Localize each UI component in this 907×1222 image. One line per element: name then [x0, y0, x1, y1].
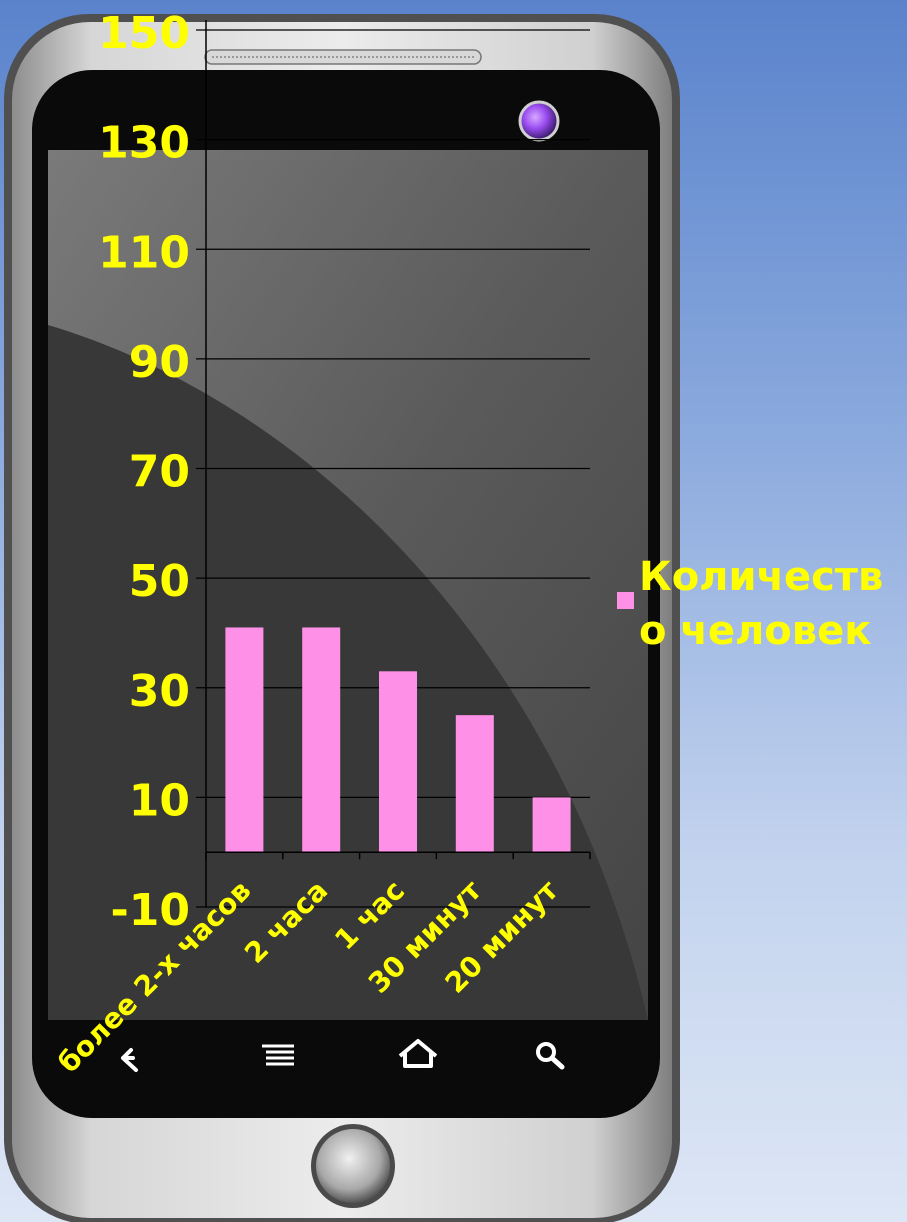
bar: [379, 671, 417, 853]
home-button-face: [316, 1129, 390, 1203]
y-tick-label: 30: [129, 666, 190, 717]
y-tick-label: 90: [129, 337, 190, 388]
bar: [532, 797, 571, 853]
y-tick-label: 150: [98, 8, 190, 59]
phone-frame: [4, 14, 680, 1222]
y-tick-label: 10: [129, 775, 190, 826]
legend-swatch: [617, 592, 634, 609]
back-arrow-icon[interactable]: [121, 1048, 138, 1072]
chart-axes: [205, 20, 591, 907]
y-tick-label: 70: [129, 447, 190, 498]
bar: [302, 627, 341, 853]
y-tick-label: 110: [98, 227, 190, 278]
legend-label: Количество человек: [639, 554, 884, 654]
camera-icon: [518, 100, 560, 142]
home-icon[interactable]: [398, 1039, 438, 1068]
chart-bars: [225, 627, 571, 853]
menu-icon[interactable]: [262, 1044, 294, 1066]
bar: [455, 715, 494, 853]
bar: [225, 627, 264, 853]
y-axis-tick-labels: 150 130 110 90 70 50 30 10 -10: [98, 8, 190, 936]
y-tick-label: -10: [111, 885, 191, 936]
search-icon[interactable]: [536, 1042, 565, 1070]
y-tick-label: 130: [98, 118, 190, 169]
y-tick-label: 50: [129, 556, 190, 607]
chart-legend: Количество человек: [614, 548, 907, 658]
